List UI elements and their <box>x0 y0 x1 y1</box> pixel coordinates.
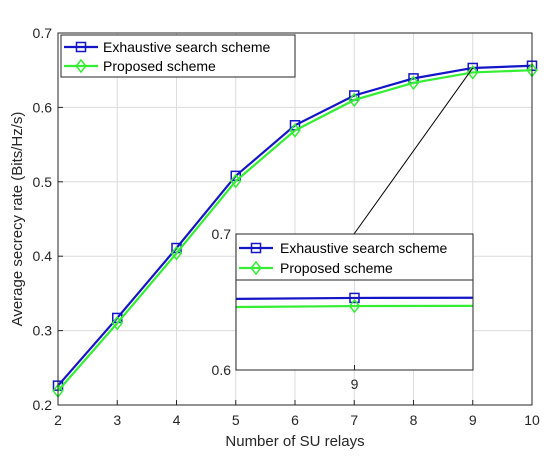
x-tick-label: 4 <box>173 412 181 428</box>
series-marker <box>289 123 301 138</box>
inset-axis-ticks: 9 0.6 0.7 <box>212 226 359 392</box>
inset-series-line <box>235 296 474 300</box>
inset-legend-label: Proposed scheme <box>280 260 393 276</box>
inset-legend-label: Exhaustive search scheme <box>280 240 448 256</box>
y-tick-label: 0.7 <box>33 25 53 41</box>
series-marker <box>407 75 420 91</box>
x-tick-label: 7 <box>350 412 358 428</box>
inset-y-tick-label: 0.6 <box>212 362 232 378</box>
legend-box <box>60 34 296 78</box>
series-marker <box>230 173 242 189</box>
y-tick-label: 0.2 <box>33 397 53 413</box>
x-tick-label: 6 <box>291 412 299 428</box>
x-tick-label: 5 <box>232 412 240 428</box>
series-marker <box>170 245 183 261</box>
main-axis-ticks: 2 3 4 5 6 7 8 9 10 0.2 0.3 0.4 0.5 0.6 0.7 <box>33 25 540 428</box>
y-tick-label: 0.3 <box>33 323 53 339</box>
x-tick-label: 8 <box>410 412 418 428</box>
x-tick-label: 9 <box>469 412 477 428</box>
y-tick-label: 0.6 <box>33 99 53 115</box>
inset-series-line <box>235 304 474 309</box>
y-tick-label: 0.5 <box>33 174 53 190</box>
main-series <box>52 60 538 399</box>
x-tick-label: 2 <box>54 412 62 428</box>
zoom-inset: 9 0.6 0.7 Exhaustive search scheme Proposed… <box>212 226 474 392</box>
legend-label: Proposed scheme <box>103 58 216 74</box>
legend-label: Exhaustive search scheme <box>103 39 271 55</box>
x-axis-label: Number of SU relays <box>225 433 364 450</box>
legend-marker <box>75 58 87 74</box>
series-marker <box>467 65 479 80</box>
x-tick-label: 10 <box>524 412 540 428</box>
inset-x-tick-label: 9 <box>351 376 359 392</box>
inset-series-marker <box>348 298 361 314</box>
inset-legend-marker <box>250 260 262 276</box>
inset-legend-box <box>235 233 474 281</box>
series-line <box>57 69 533 392</box>
inset-series <box>235 292 474 314</box>
y-axis-label: Average secrecy rate (Bits/Hz/s) <box>9 112 26 327</box>
series-marker <box>348 92 360 108</box>
inset-series-marker <box>349 292 360 304</box>
inset-legend: Exhaustive search scheme Proposed scheme <box>235 233 474 281</box>
inset-legend-marker <box>250 242 262 254</box>
series-marker <box>111 315 123 331</box>
legend-marker <box>75 41 87 53</box>
inset-y-tick-label: 0.7 <box>212 226 232 242</box>
main-plot-frame <box>57 32 533 406</box>
y-tick-label: 0.4 <box>33 248 53 264</box>
main-legend: Exhaustive search scheme Proposed scheme <box>60 34 296 78</box>
inset-callout-line <box>353 67 474 235</box>
x-tick-label: 3 <box>113 412 121 428</box>
